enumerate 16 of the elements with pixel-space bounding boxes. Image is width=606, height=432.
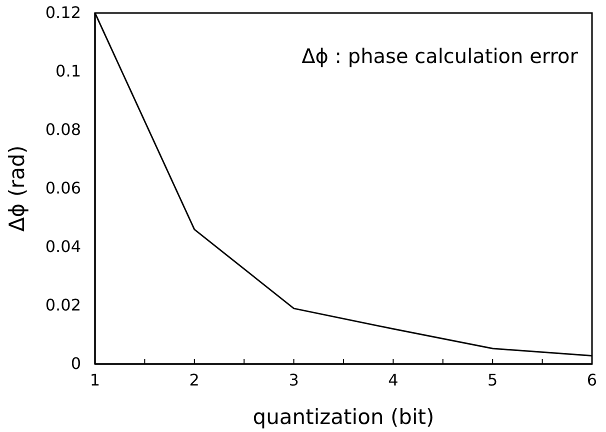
- x-tick-label: 4: [388, 370, 398, 390]
- x-tick-label: 6: [586, 370, 598, 390]
- x-tick-label: 5: [488, 370, 498, 390]
- x-axis-title: quantization (bit): [252, 405, 434, 429]
- y-tick-label: 0.08: [45, 120, 81, 140]
- y-tick-label: 0.12: [45, 3, 81, 22]
- y-tick-label: 0.04: [45, 237, 81, 256]
- x-tick-label: 1: [90, 370, 100, 390]
- y-axis-title: Δϕ (rad): [5, 145, 29, 232]
- y-tick-label: 0.06: [45, 178, 81, 198]
- y-tick-label: 0: [70, 354, 81, 374]
- y-tick-label: 0.1: [56, 62, 81, 81]
- x-tick-label: 3: [288, 370, 299, 390]
- annotation: Δϕ : phase calculation error: [302, 44, 579, 68]
- y-tick-label: 0.02: [45, 296, 81, 315]
- x-tick-label: 2: [189, 370, 200, 390]
